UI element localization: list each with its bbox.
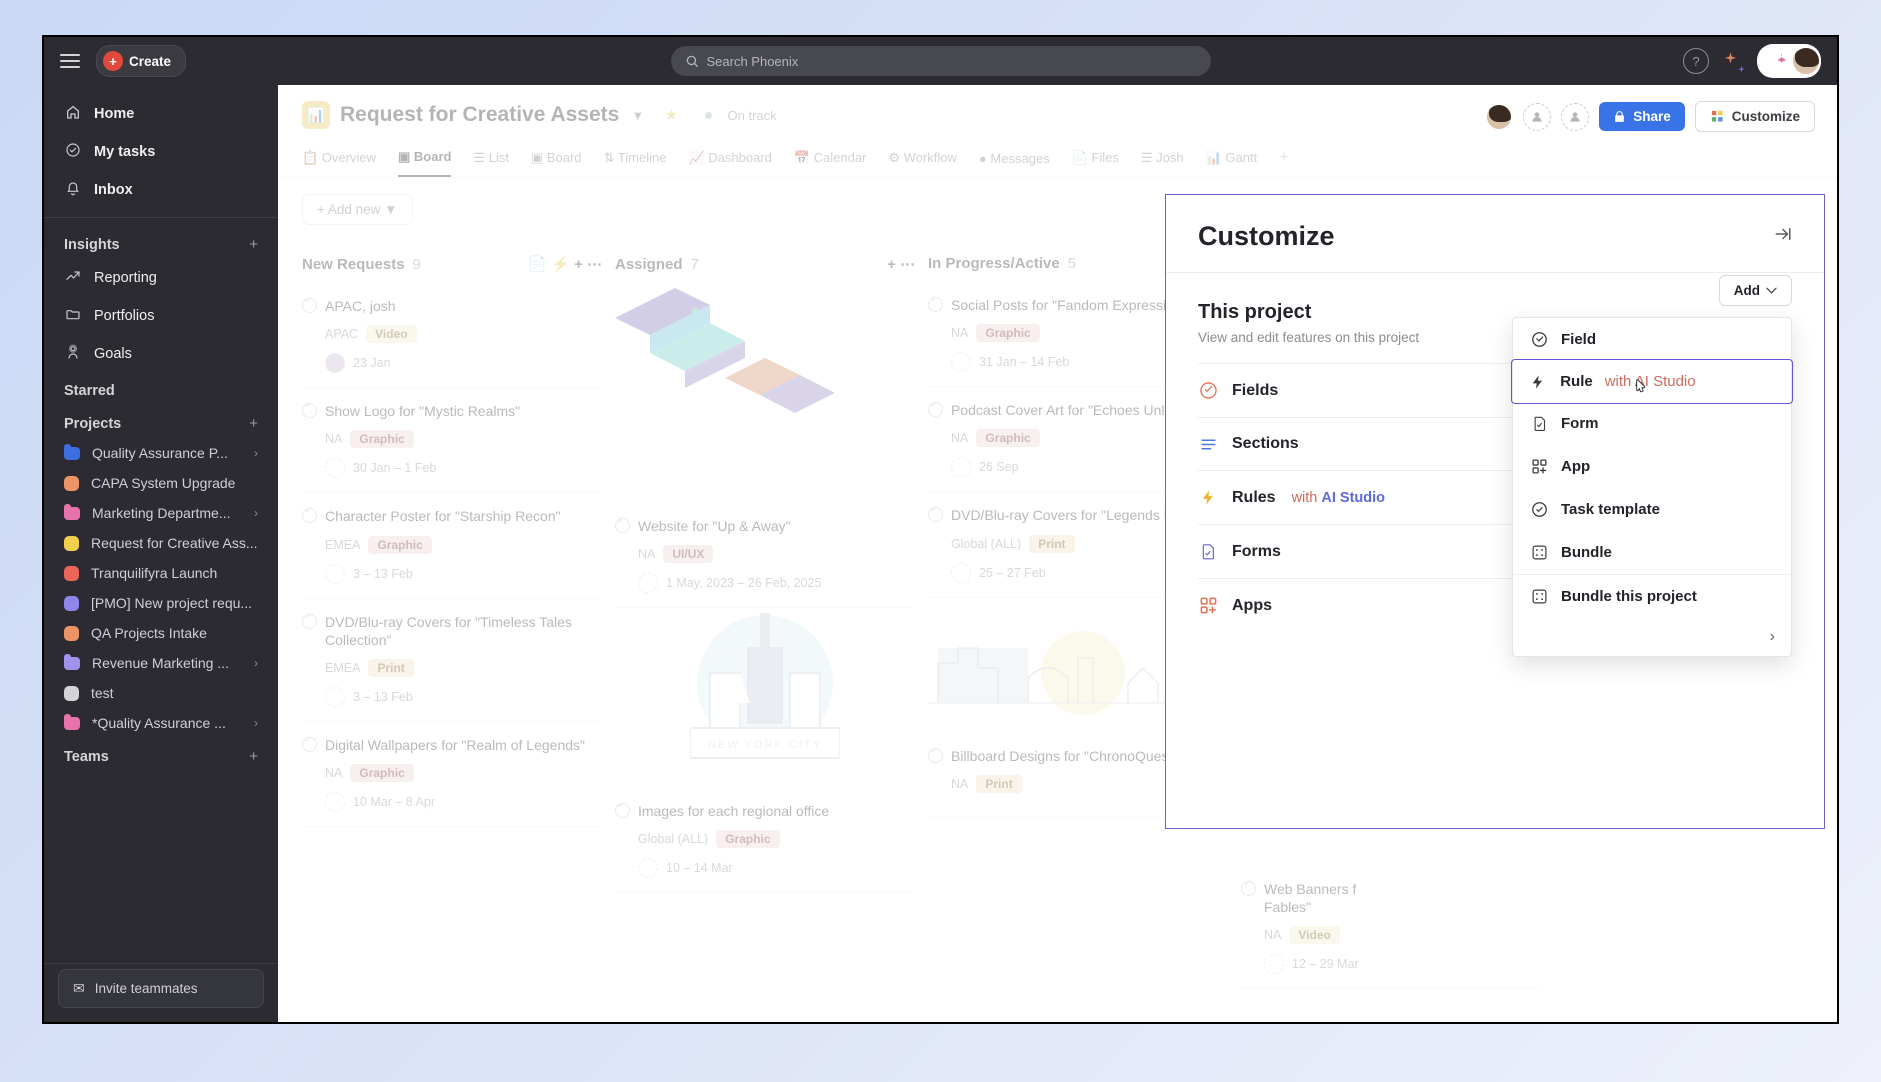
svg-text:NEW YORK CITY: NEW YORK CITY (708, 739, 822, 751)
